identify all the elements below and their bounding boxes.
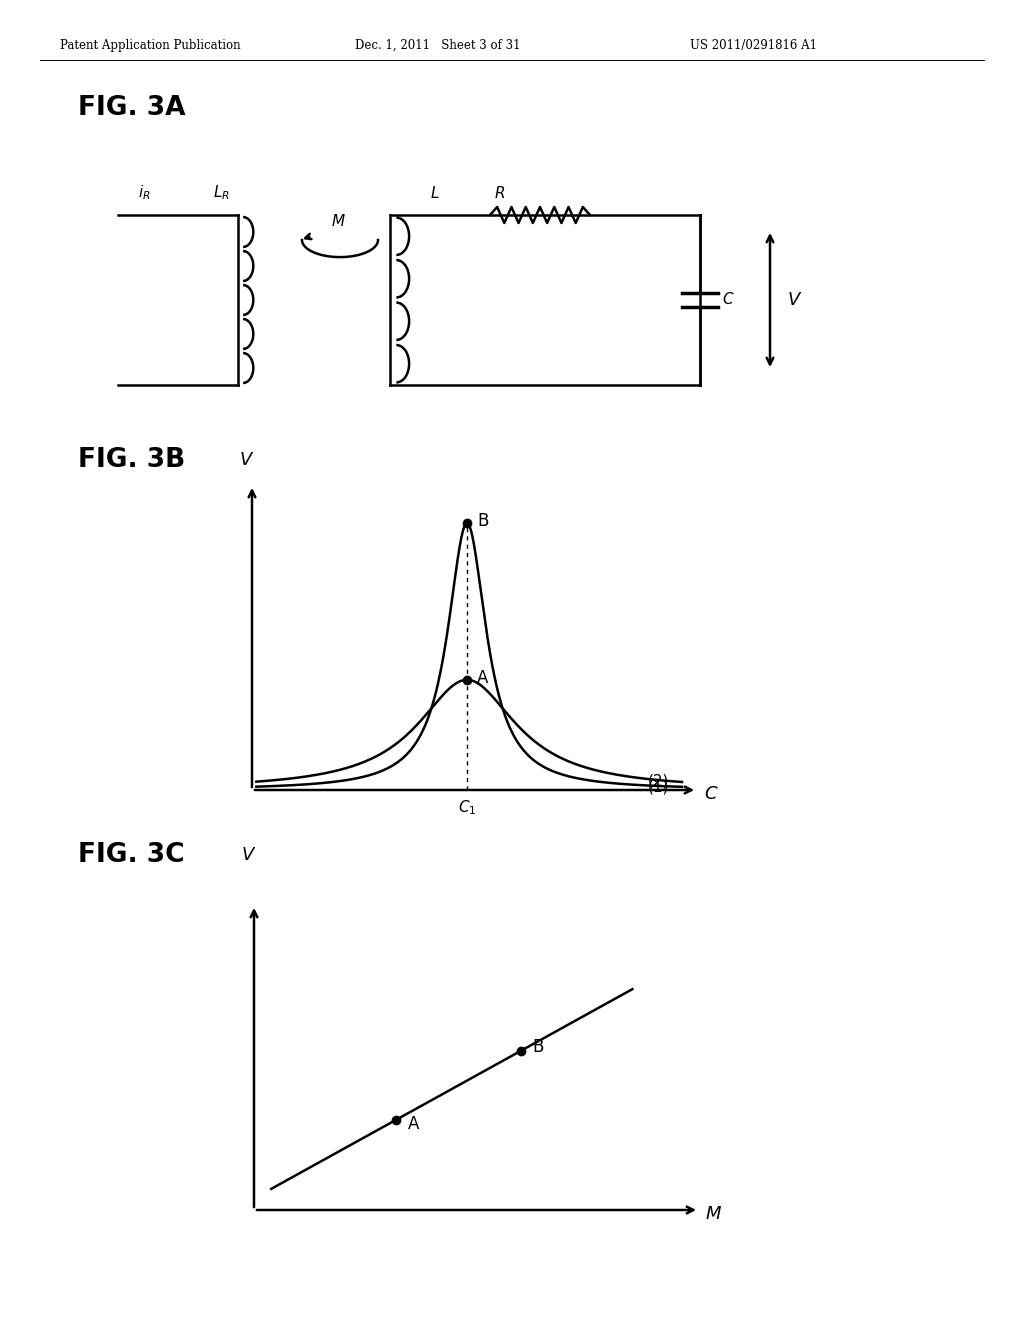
Text: Patent Application Publication: Patent Application Publication [60,38,241,51]
Text: B: B [477,512,488,531]
Text: (2): (2) [647,774,669,788]
Text: $L_R$: $L_R$ [213,183,229,202]
Text: B: B [532,1038,544,1056]
Text: FIG. 3A: FIG. 3A [78,95,185,121]
Text: V: V [242,846,254,865]
Text: M: M [332,214,345,230]
Text: V: V [240,451,252,469]
Text: $C_1$: $C_1$ [458,799,476,817]
Text: (1): (1) [647,780,669,795]
Text: C: C [722,293,732,308]
Text: US 2011/0291816 A1: US 2011/0291816 A1 [690,38,817,51]
Text: M: M [706,1205,722,1224]
Text: A: A [477,669,488,686]
Text: Dec. 1, 2011   Sheet 3 of 31: Dec. 1, 2011 Sheet 3 of 31 [355,38,520,51]
Text: $L$: $L$ [430,185,439,201]
Text: V: V [788,290,801,309]
Text: A: A [408,1115,419,1133]
Text: $R$: $R$ [494,185,505,201]
Text: FIG. 3B: FIG. 3B [78,447,185,473]
Text: $i_R$: $i_R$ [138,183,151,202]
Text: FIG. 3C: FIG. 3C [78,842,184,869]
Text: C: C [705,785,717,803]
